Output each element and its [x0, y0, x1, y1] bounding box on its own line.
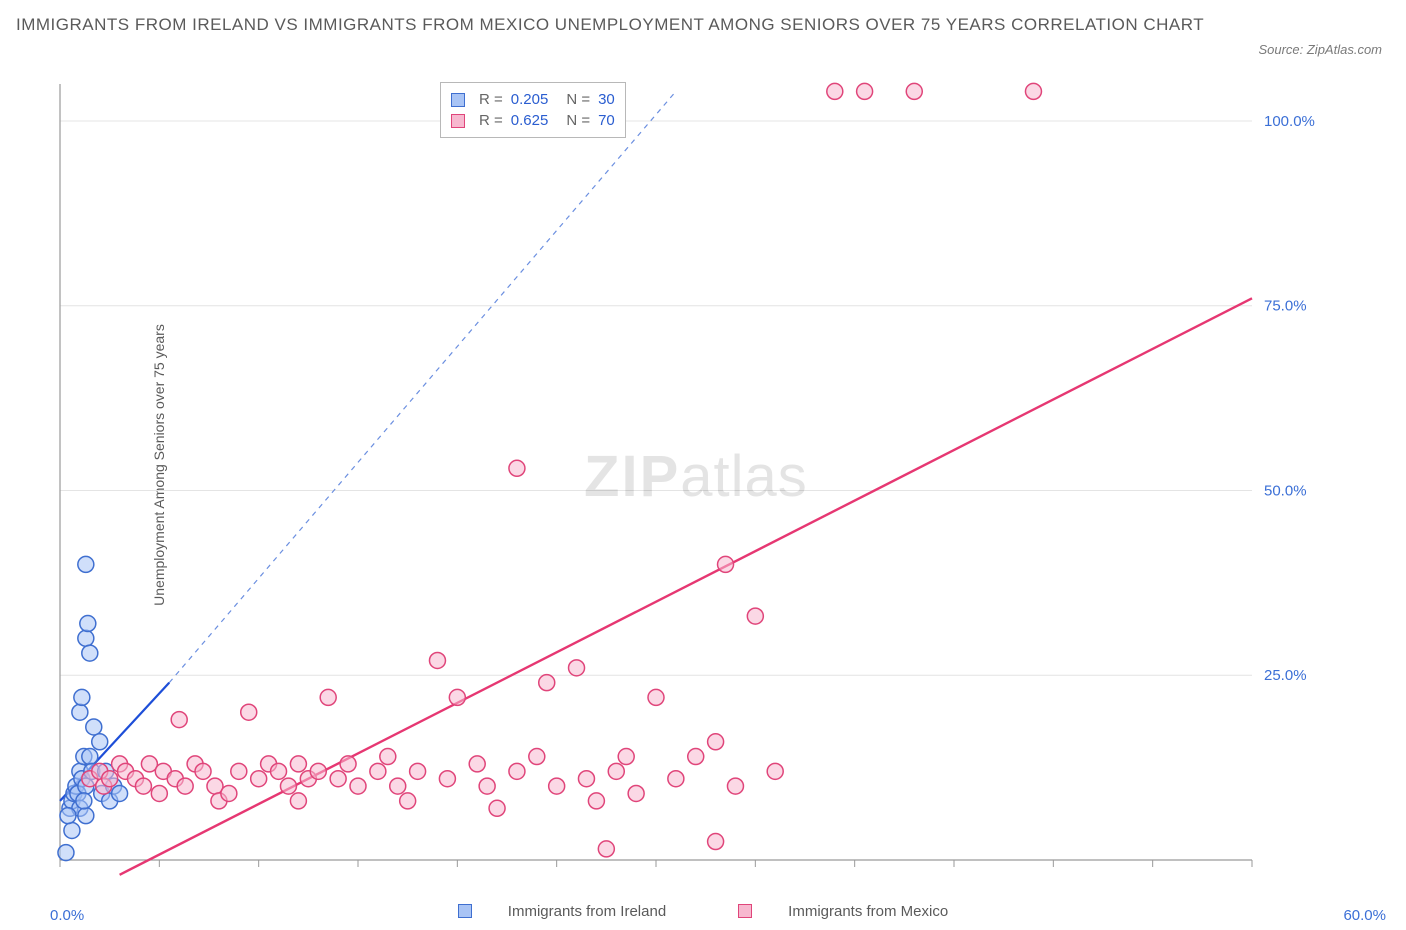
- legend-bottom: Immigrants from Ireland Immigrants from M…: [0, 903, 1406, 920]
- swatch-ireland: [451, 93, 465, 107]
- legend-label: Immigrants from Mexico: [788, 903, 948, 920]
- stat-n-value-mexico: 70: [598, 112, 615, 129]
- swatch-mexico: [451, 114, 465, 128]
- stat-r-label: R =: [479, 112, 503, 129]
- stat-r-value-ireland: 0.205: [511, 91, 549, 108]
- stats-row-mexico: R = 0.625 N = 70: [451, 110, 615, 131]
- stat-r-value-mexico: 0.625: [511, 112, 549, 129]
- scatter-chart: 25.0% 50.0% 75.0% 100.0%: [54, 78, 1316, 888]
- legend-item: Immigrants from Mexico: [720, 903, 966, 920]
- stat-r-label: R =: [479, 91, 503, 108]
- stat-n-label: N =: [566, 112, 590, 129]
- chart-area: 25.0%50.0%75.0%100.0% ZIPatlas: [54, 78, 1316, 888]
- svg-text:50.0%: 50.0%: [1264, 482, 1307, 499]
- svg-text:25.0%: 25.0%: [1264, 667, 1307, 684]
- legend-item: Immigrants from Ireland: [440, 903, 684, 920]
- legend-swatch: [458, 904, 472, 918]
- stats-row-ireland: R = 0.205 N = 30: [451, 89, 615, 110]
- svg-text:75.0%: 75.0%: [1264, 298, 1307, 315]
- stats-legend-box: R = 0.205 N = 30 R = 0.625 N = 70: [440, 82, 626, 138]
- source-label: Source: ZipAtlas.com: [1258, 42, 1382, 57]
- svg-text:100.0%: 100.0%: [1264, 113, 1315, 130]
- stat-n-value-ireland: 30: [598, 91, 615, 108]
- legend-swatch: [738, 904, 752, 918]
- stat-n-label: N =: [566, 91, 590, 108]
- chart-title: IMMIGRANTS FROM IRELAND VS IMMIGRANTS FR…: [16, 12, 1206, 38]
- legend-label: Immigrants from Ireland: [508, 903, 666, 920]
